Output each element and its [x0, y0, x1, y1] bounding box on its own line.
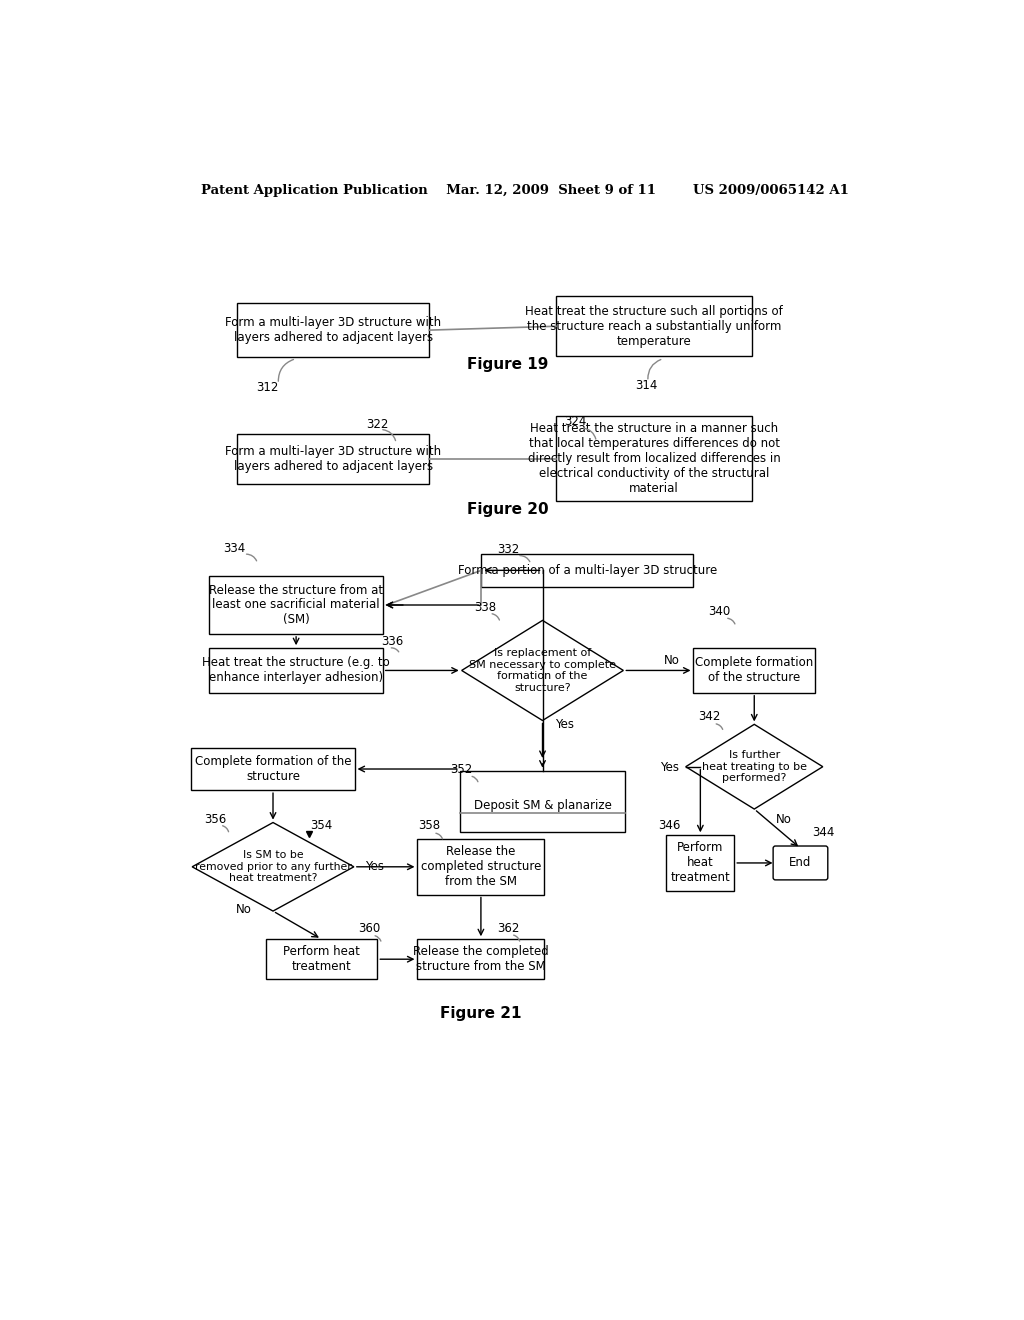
- Text: Heat treat the structure such all portions of
the structure reach a substantiall: Heat treat the structure such all portio…: [525, 305, 783, 347]
- FancyBboxPatch shape: [210, 648, 383, 693]
- FancyBboxPatch shape: [191, 748, 354, 791]
- Text: 342: 342: [698, 710, 721, 723]
- Text: Form a multi-layer 3D structure with
layers adhered to adjacent layers: Form a multi-layer 3D structure with lay…: [225, 315, 441, 345]
- Text: No: No: [236, 903, 252, 916]
- Text: Heat treat the structure in a manner such
that local temperatures differences do: Heat treat the structure in a manner suc…: [527, 422, 780, 495]
- Text: 340: 340: [709, 605, 731, 618]
- Text: 314: 314: [635, 379, 657, 392]
- Text: 312: 312: [256, 381, 279, 395]
- FancyBboxPatch shape: [418, 840, 545, 895]
- Text: 332: 332: [497, 543, 519, 556]
- Text: 358: 358: [418, 820, 440, 833]
- FancyBboxPatch shape: [481, 554, 693, 586]
- FancyBboxPatch shape: [667, 836, 734, 891]
- Text: 324: 324: [564, 416, 587, 428]
- Text: Is further
heat treating to be
performed?: Is further heat treating to be performed…: [701, 750, 807, 783]
- Text: Deposit SM & planarize: Deposit SM & planarize: [473, 799, 611, 812]
- Text: Yes: Yes: [555, 718, 573, 731]
- Text: 346: 346: [658, 818, 681, 832]
- Text: Complete formation of the
structure: Complete formation of the structure: [195, 755, 351, 783]
- FancyBboxPatch shape: [237, 304, 429, 358]
- Text: No: No: [775, 813, 792, 825]
- FancyBboxPatch shape: [773, 846, 827, 880]
- Text: No: No: [664, 653, 680, 667]
- Text: Yes: Yes: [366, 861, 384, 874]
- Text: Figure 20: Figure 20: [467, 502, 549, 517]
- Text: 322: 322: [366, 417, 388, 430]
- Text: 354: 354: [310, 820, 333, 833]
- Text: Is SM to be
removed prior to any further
heat treatment?: Is SM to be removed prior to any further…: [195, 850, 351, 883]
- Text: Yes: Yes: [660, 760, 679, 774]
- Text: Is replacement of
SM necessary to complete
formation of the
structure?: Is replacement of SM necessary to comple…: [469, 648, 616, 693]
- Text: Release the completed
structure from the SM: Release the completed structure from the…: [413, 945, 549, 973]
- Text: Perform heat
treatment: Perform heat treatment: [283, 945, 360, 973]
- FancyBboxPatch shape: [418, 940, 545, 979]
- Text: End: End: [790, 857, 812, 870]
- Text: Form a portion of a multi-layer 3D structure: Form a portion of a multi-layer 3D struc…: [458, 564, 717, 577]
- Text: Release the
completed structure
from the SM: Release the completed structure from the…: [421, 845, 541, 888]
- Text: Perform
heat
treatment: Perform heat treatment: [671, 841, 730, 884]
- Text: 338: 338: [474, 601, 496, 614]
- Text: Figure 21: Figure 21: [440, 1006, 521, 1020]
- Text: 362: 362: [497, 921, 519, 935]
- Text: Patent Application Publication    Mar. 12, 2009  Sheet 9 of 11        US 2009/00: Patent Application Publication Mar. 12, …: [201, 185, 849, 197]
- Text: 336: 336: [381, 635, 403, 648]
- Text: 334: 334: [223, 541, 246, 554]
- Text: 344: 344: [812, 826, 835, 840]
- FancyBboxPatch shape: [556, 296, 753, 356]
- Text: 360: 360: [358, 921, 380, 935]
- FancyBboxPatch shape: [460, 771, 626, 832]
- FancyBboxPatch shape: [693, 648, 815, 693]
- FancyBboxPatch shape: [237, 434, 429, 483]
- FancyBboxPatch shape: [556, 416, 753, 502]
- FancyBboxPatch shape: [210, 576, 383, 634]
- FancyBboxPatch shape: [265, 940, 378, 979]
- Text: 356: 356: [204, 813, 226, 825]
- Text: Form a multi-layer 3D structure with
layers adhered to adjacent layers: Form a multi-layer 3D structure with lay…: [225, 445, 441, 473]
- Text: Heat treat the structure (e.g. to
enhance interlayer adhesion): Heat treat the structure (e.g. to enhanc…: [202, 656, 390, 685]
- Text: Complete formation
of the structure: Complete formation of the structure: [695, 656, 813, 685]
- Text: Figure 19: Figure 19: [467, 358, 549, 372]
- Text: 352: 352: [451, 763, 473, 776]
- Text: Release the structure from at
least one sacrificial material
(SM): Release the structure from at least one …: [209, 583, 383, 627]
